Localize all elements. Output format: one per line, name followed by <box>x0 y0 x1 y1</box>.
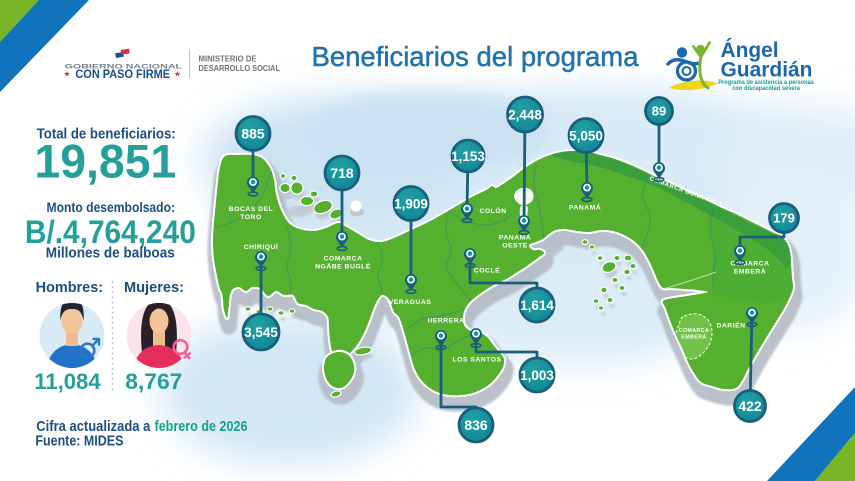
svg-text:836: 836 <box>464 417 488 433</box>
svg-text:5,050: 5,050 <box>569 128 603 143</box>
svg-text:1,614: 1,614 <box>520 298 554 313</box>
svg-text:422: 422 <box>738 398 762 414</box>
svg-text:Millones de balboas: Millones de balboas <box>46 246 175 262</box>
svg-text:Guardián: Guardián <box>721 58 813 82</box>
svg-text:HERRERA: HERRERA <box>427 318 464 325</box>
svg-text:Total de beneficiarios:: Total de beneficiarios: <box>37 125 176 142</box>
svg-text:CHIRIQUÍ: CHIRIQUÍ <box>244 242 279 251</box>
svg-text:B/.4,764,240: B/.4,764,240 <box>25 214 196 250</box>
svg-text:Hombres:: Hombres: <box>36 280 104 296</box>
svg-text:LOS SANTOS: LOS SANTOS <box>452 357 501 364</box>
svg-text:COCLÉ: COCLÉ <box>474 265 500 274</box>
svg-text:89: 89 <box>652 104 666 119</box>
svg-text:Beneficiarios del programa: Beneficiarios del programa <box>312 41 639 72</box>
svg-text:19,851: 19,851 <box>34 134 176 187</box>
svg-text:DARIÉN: DARIÉN <box>716 321 745 330</box>
svg-text:★: ★ <box>63 70 70 79</box>
svg-text:1,003: 1,003 <box>520 368 554 383</box>
svg-text:179: 179 <box>773 211 795 226</box>
svg-text:1,153: 1,153 <box>451 149 485 164</box>
svg-text:febrero de 2026: febrero de 2026 <box>155 418 248 435</box>
svg-text:★: ★ <box>174 70 181 79</box>
svg-text:CON PASO FIRME: CON PASO FIRME <box>75 67 170 81</box>
svg-text:DESARROLLO SOCIAL: DESARROLLO SOCIAL <box>199 63 281 73</box>
svg-text:GOBIERNO NACIONAL: GOBIERNO NACIONAL <box>65 63 183 70</box>
svg-text:8,767: 8,767 <box>125 369 182 394</box>
svg-text:1,909: 1,909 <box>394 196 428 211</box>
svg-text:11,084: 11,084 <box>34 369 101 394</box>
svg-text:885: 885 <box>241 126 265 142</box>
svg-text:718: 718 <box>330 165 354 181</box>
svg-text:Monto desembolsado:: Monto desembolsado: <box>47 199 176 215</box>
svg-text:PANAMÁ: PANAMÁ <box>569 203 601 212</box>
svg-text:Mujeres:: Mujeres: <box>124 280 184 296</box>
svg-text:2,448: 2,448 <box>508 107 542 122</box>
svg-text:3,545: 3,545 <box>244 325 278 340</box>
svg-text:Programa de asistencia a perso: Programa de asistencia a personas <box>718 80 814 86</box>
svg-text:Cifra actualizada a: Cifra actualizada a <box>36 418 151 435</box>
svg-text:Fuente: MIDES: Fuente: MIDES <box>35 432 123 449</box>
svg-text:MINISTERIO DE: MINISTERIO DE <box>199 54 257 64</box>
svg-text:VERAGUAS: VERAGUAS <box>389 299 432 306</box>
svg-text:COLÓN: COLÓN <box>479 206 506 215</box>
svg-text:Ángel: Ángel <box>721 37 779 62</box>
svg-text:con discapacidad severa: con discapacidad severa <box>732 86 800 92</box>
